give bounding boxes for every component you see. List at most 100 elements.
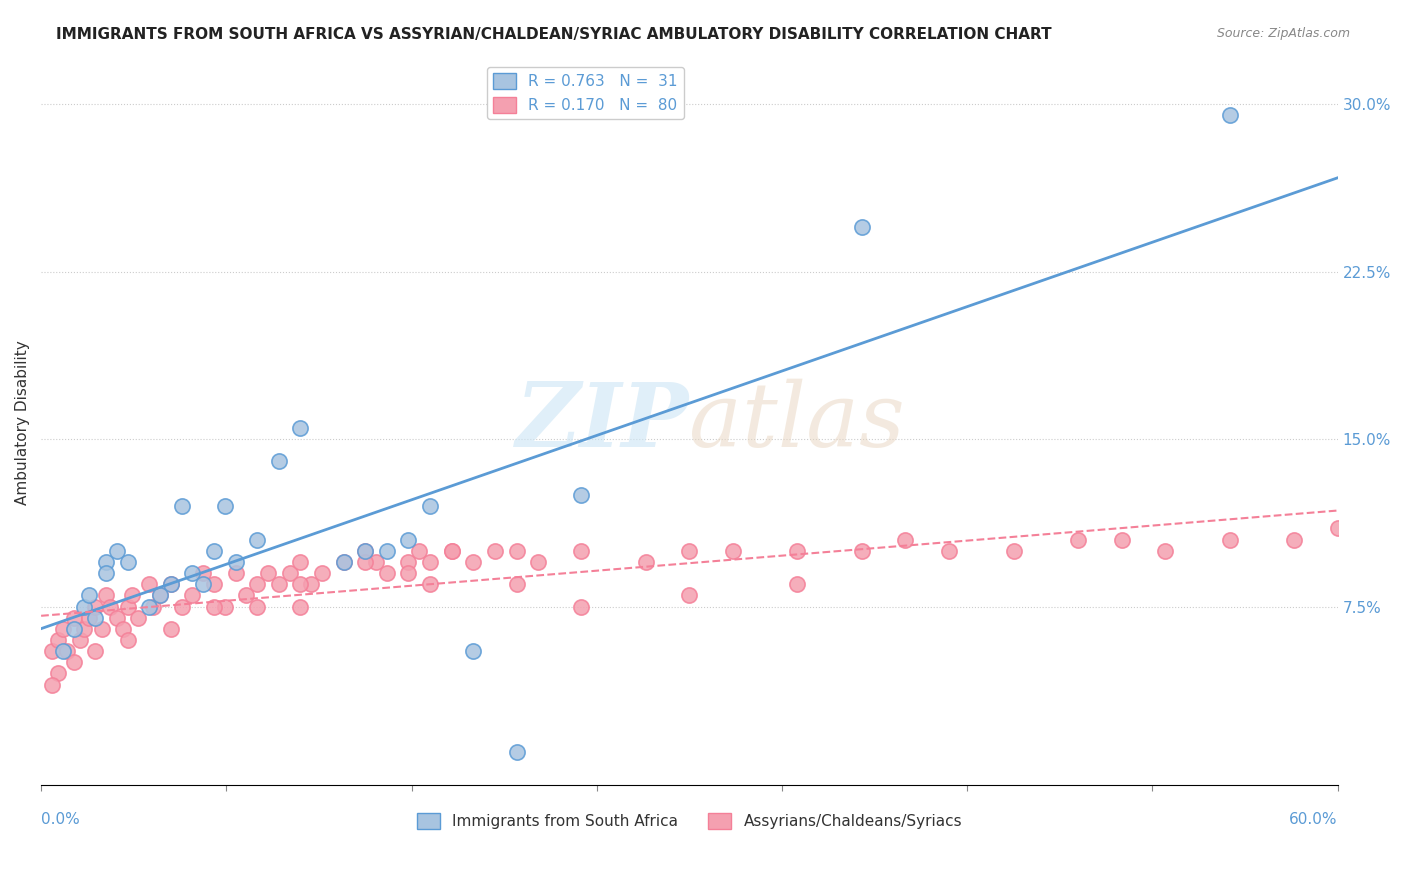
Point [84, 644, 107, 658]
Point [569, 488, 592, 502]
Point [505, 577, 527, 591]
Point [90, 622, 112, 636]
Point [48, 666, 70, 681]
Point [1219, 108, 1241, 122]
Text: ZIP: ZIP [516, 379, 689, 466]
Point [159, 622, 181, 636]
Point [440, 543, 463, 558]
Point [290, 577, 312, 591]
Text: 0.0%: 0.0% [41, 812, 80, 827]
Point [121, 588, 143, 602]
Point [202, 543, 225, 558]
Point [1153, 543, 1175, 558]
Point [138, 577, 160, 591]
Legend: Immigrants from South Africa, Assyrians/Chaldeans/Syriacs: Immigrants from South Africa, Assyrians/… [411, 807, 969, 836]
Point [398, 566, 420, 580]
Point [678, 543, 700, 558]
Point [721, 543, 744, 558]
Text: IMMIGRANTS FROM SOUTH AFRICA VS ASSYRIAN/CHALDEAN/SYRIAC AMBULATORY DISABILITY C: IMMIGRANTS FROM SOUTH AFRICA VS ASSYRIAN… [56, 27, 1052, 42]
Point [127, 610, 149, 624]
Point [311, 566, 333, 580]
Point [398, 555, 420, 569]
Point [257, 566, 280, 580]
Point [225, 566, 247, 580]
Point [170, 599, 193, 614]
Point [678, 588, 700, 602]
Point [1326, 521, 1348, 535]
Point [235, 588, 257, 602]
Point [94, 555, 117, 569]
Point [1111, 533, 1133, 547]
Point [851, 220, 873, 235]
Point [214, 499, 236, 513]
Point [1284, 533, 1306, 547]
Point [375, 566, 398, 580]
Point [440, 543, 463, 558]
Point [408, 543, 430, 558]
Point [84, 610, 107, 624]
Point [354, 543, 377, 558]
Point [419, 555, 441, 569]
Point [354, 543, 377, 558]
Point [105, 610, 128, 624]
Point [290, 555, 312, 569]
Point [62, 610, 84, 624]
Point [398, 533, 420, 547]
Point [364, 555, 387, 569]
Text: Source: ZipAtlas.com: Source: ZipAtlas.com [1216, 27, 1350, 40]
Point [290, 421, 312, 435]
Point [332, 555, 354, 569]
Point [246, 599, 269, 614]
Text: atlas: atlas [689, 379, 905, 466]
Point [77, 588, 100, 602]
Point [56, 644, 79, 658]
Point [246, 577, 269, 591]
Point [170, 499, 193, 513]
Point [463, 555, 485, 569]
Point [181, 588, 204, 602]
Point [73, 599, 96, 614]
Point [52, 622, 75, 636]
Point [77, 610, 100, 624]
Point [290, 599, 312, 614]
Point [149, 588, 172, 602]
Point [505, 543, 527, 558]
Y-axis label: Ambulatory Disability: Ambulatory Disability [15, 340, 30, 505]
Point [484, 543, 506, 558]
Point [69, 632, 91, 647]
Point [1219, 533, 1241, 547]
Point [851, 543, 873, 558]
Point [193, 577, 215, 591]
Point [117, 555, 139, 569]
Text: 60.0%: 60.0% [1289, 812, 1337, 827]
Point [569, 599, 592, 614]
Point [117, 599, 139, 614]
Point [48, 632, 70, 647]
Point [84, 599, 107, 614]
Point [332, 555, 354, 569]
Point [225, 555, 247, 569]
Point [142, 599, 165, 614]
Point [214, 599, 236, 614]
Point [149, 588, 172, 602]
Point [463, 644, 485, 658]
Point [527, 555, 550, 569]
Point [505, 745, 527, 759]
Point [246, 533, 269, 547]
Point [202, 577, 225, 591]
Point [202, 599, 225, 614]
Point [112, 622, 135, 636]
Point [786, 577, 808, 591]
Point [938, 543, 960, 558]
Point [894, 533, 917, 547]
Point [419, 577, 441, 591]
Point [278, 566, 301, 580]
Point [1002, 543, 1025, 558]
Point [117, 632, 139, 647]
Point [419, 499, 441, 513]
Point [41, 678, 63, 692]
Point [159, 577, 181, 591]
Point [94, 566, 117, 580]
Point [354, 555, 377, 569]
Point [636, 555, 658, 569]
